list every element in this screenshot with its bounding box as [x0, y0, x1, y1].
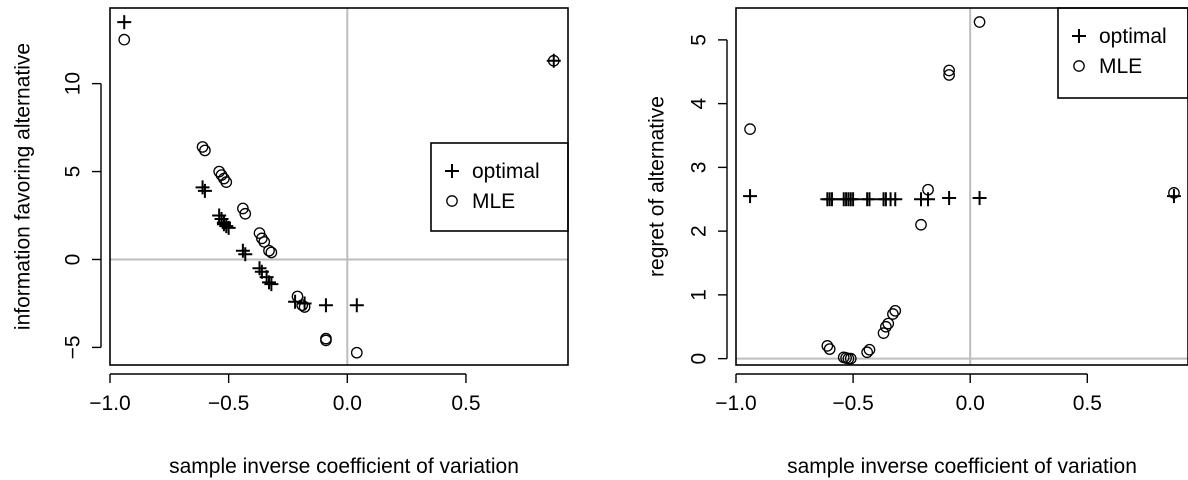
data-point-mle: [744, 123, 756, 135]
y-axis-label: information favoring alternative: [12, 43, 35, 330]
legend-label: MLE: [472, 190, 515, 213]
x-tick-label: −0.5: [832, 392, 873, 415]
data-point-mle: [823, 343, 836, 355]
chart-panel-2: −1.0 −0.5 0.0 0.5 sample inverse coefficient…: [646, 7, 1188, 478]
y-tick-label: 5: [688, 34, 711, 46]
data-point-mle: [861, 346, 874, 359]
data-point-optimal: [888, 192, 903, 207]
legend-marker-plus: [445, 164, 459, 178]
data-point-mle: [237, 202, 249, 215]
y-tick-label: 10: [62, 72, 85, 95]
y-tick-label: 2: [688, 225, 711, 237]
data-point-optimal: [825, 192, 840, 207]
data-point-optimal: [212, 208, 227, 223]
data-point-mle: [291, 290, 304, 303]
data-point-optimal: [862, 192, 877, 207]
y-tick-label: 5: [62, 166, 85, 178]
data-point-optimal: [942, 190, 957, 205]
data-point-mle: [821, 340, 834, 352]
y-tick-label: 1: [688, 289, 711, 301]
x-tick-label: −1.0: [715, 392, 756, 415]
y-axis-label: regret of alternative: [646, 96, 669, 277]
data-point-mle: [1168, 187, 1180, 199]
data-point-optimal: [221, 220, 236, 235]
data-point-mle: [943, 69, 955, 81]
y-tick-label: 4: [688, 97, 711, 109]
data-point-mle: [218, 172, 230, 185]
plot-frame: [109, 7, 569, 366]
x-axis-label: sample inverse coefficient of variation: [169, 455, 519, 478]
data-point-mle: [887, 308, 899, 320]
legend-marker-circle: [1073, 60, 1085, 72]
legend: optimal MLE: [1057, 7, 1188, 99]
data-point-optimal: [349, 298, 364, 313]
legend-marker-circle: [446, 195, 458, 207]
data-point-mle: [863, 343, 876, 356]
data-point-mle: [298, 301, 311, 313]
data-point-optimal: [252, 261, 267, 276]
x-tick-label: 0.5: [451, 392, 480, 415]
data-point-optimal: [743, 189, 758, 204]
data-point-optimal: [238, 247, 253, 262]
legend-label: optimal: [472, 160, 540, 183]
data-point-mle: [118, 33, 131, 46]
y-tick-label: 0: [688, 353, 711, 365]
data-point-mle: [220, 176, 233, 188]
legend-label: MLE: [1099, 55, 1142, 78]
data-point-mle: [547, 54, 560, 67]
chart-panel-1: −1.0 −0.5 0.0 0.5 sample inverse coefficient…: [12, 7, 569, 478]
data-point-mle: [196, 141, 209, 153]
x-tick-label: −1.0: [89, 392, 130, 415]
data-point-mle: [296, 299, 309, 312]
data-point-mle: [880, 320, 892, 333]
x-axis-label: sample inverse coefficient of variation: [787, 455, 1137, 478]
data-point-mle: [320, 334, 332, 347]
data-point-mle: [258, 236, 271, 248]
data-point-mle: [265, 246, 278, 259]
data-point-optimal: [235, 243, 250, 258]
data-point-optimal: [261, 275, 276, 290]
data-point-mle: [350, 346, 363, 359]
legend: optimal MLE: [430, 142, 569, 232]
data-points: [117, 15, 561, 359]
data-point-mle: [973, 16, 986, 28]
data-point-mle: [922, 183, 934, 196]
data-point-optimal: [972, 190, 987, 205]
data-point-mle: [253, 227, 266, 239]
y-tick-label: 0: [62, 254, 85, 266]
legend-box: [1057, 7, 1188, 99]
data-point-mle: [263, 244, 275, 257]
data-point-optimal: [318, 298, 333, 313]
data-point-optimal: [117, 15, 132, 30]
data-point-optimal: [846, 192, 861, 207]
legend-label: optimal: [1099, 25, 1167, 48]
y-tick-label: −5: [62, 335, 85, 359]
data-point-mle: [239, 207, 252, 220]
data-point-mle: [943, 64, 955, 77]
data-point-mle: [877, 327, 890, 339]
x-tick-label: 0.0: [956, 392, 985, 415]
x-tick-label: −0.5: [208, 392, 249, 415]
x-tick-label: 0.0: [333, 392, 362, 415]
data-point-mle: [915, 218, 927, 231]
data-point-optimal: [197, 183, 212, 198]
x-tick-label: 0.5: [1073, 392, 1102, 415]
plot-frame: [735, 7, 1188, 366]
data-point-mle: [256, 232, 268, 245]
data-point-optimal: [195, 180, 210, 195]
data-point-mle: [199, 144, 211, 157]
data-point-optimal: [219, 219, 234, 234]
data-points: [743, 16, 1181, 365]
legend-box: [430, 142, 569, 232]
data-point-mle: [889, 304, 902, 317]
data-point-optimal: [264, 277, 279, 292]
data-point-mle: [882, 317, 895, 330]
y-tick-label: 3: [688, 162, 711, 174]
legend-marker-plus: [1072, 29, 1086, 43]
data-point-mle: [844, 352, 857, 365]
